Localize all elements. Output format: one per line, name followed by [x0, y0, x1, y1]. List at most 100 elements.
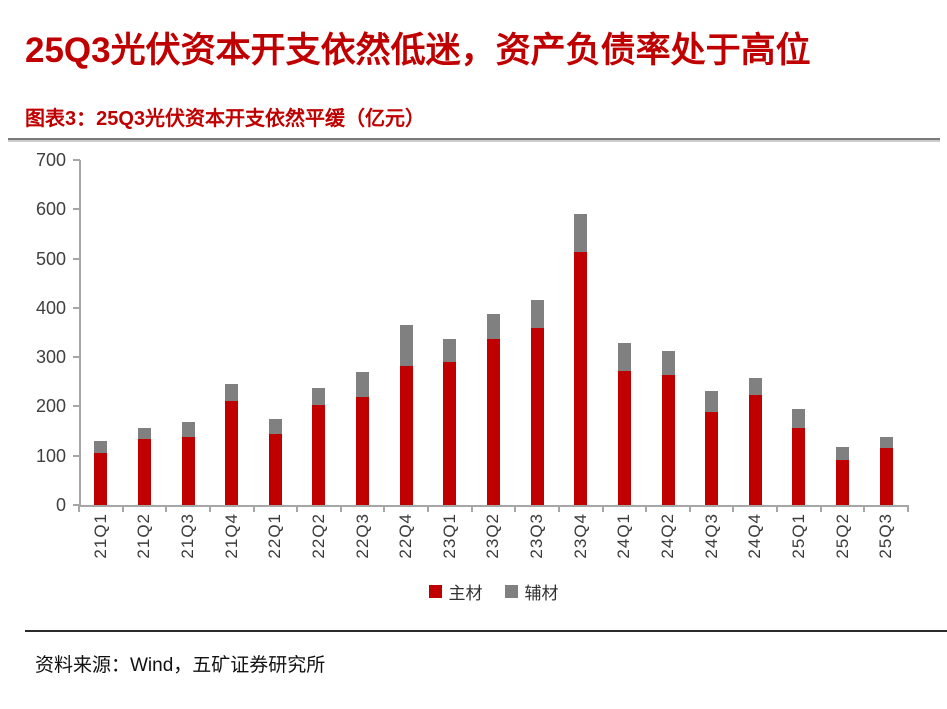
- bar-segment-main: [879, 448, 893, 505]
- bar-segment-main: [574, 251, 588, 505]
- bar-segment-main: [443, 361, 457, 505]
- x-tick-label-text: 21Q1: [90, 513, 110, 559]
- bar-segment-aux: [617, 343, 631, 371]
- x-tick-label: 22Q3: [341, 513, 385, 575]
- chart-legend: 主材 辅材: [79, 579, 908, 604]
- y-tick: [73, 306, 80, 309]
- x-tick-label-text: 23Q2: [483, 513, 503, 559]
- bar-segment-aux: [181, 422, 195, 437]
- bar-segment-aux: [661, 351, 675, 375]
- x-tick: [819, 506, 822, 512]
- x-tick-label: 24Q4: [733, 513, 777, 575]
- x-tick: [601, 506, 604, 512]
- x-tick: [470, 506, 473, 512]
- x-tick-label: 21Q1: [79, 513, 123, 575]
- y-tick-label: 700: [35, 150, 66, 170]
- bar-segment-aux: [574, 214, 588, 252]
- x-tick-label-text: 23Q1: [439, 513, 459, 559]
- x-tick-label: 22Q2: [297, 513, 341, 575]
- x-tick-label-text: 21Q3: [178, 513, 198, 559]
- y-tick-label: 500: [35, 248, 66, 269]
- legend-item: 辅材: [504, 579, 559, 604]
- x-tick-label-text: 23Q4: [570, 513, 590, 559]
- y-tick-label: 300: [35, 347, 66, 368]
- x-tick: [776, 506, 779, 512]
- y-tick: [73, 208, 80, 211]
- x-tick-label-text: 25Q1: [788, 513, 808, 559]
- x-tick: [514, 506, 517, 512]
- x-tick-label-text: 23Q3: [527, 513, 547, 559]
- y-tick: [73, 454, 80, 457]
- x-tick-label-text: 22Q4: [396, 513, 416, 559]
- bar-segment-main: [181, 436, 195, 505]
- caption-divider: [8, 138, 940, 140]
- x-tick-label: 24Q2: [646, 513, 690, 575]
- bar-segment-main: [792, 428, 806, 505]
- bar-segment-main: [836, 460, 850, 505]
- bar-segment-aux: [836, 446, 850, 461]
- bar-segment-main: [399, 365, 413, 505]
- bar-segment-aux: [137, 428, 151, 440]
- bar-segment-main: [225, 400, 239, 505]
- x-tick-label: 22Q4: [384, 513, 428, 575]
- x-tick-label-text: 25Q3: [876, 513, 896, 559]
- bar-segment-main: [137, 439, 151, 505]
- x-tick: [863, 506, 866, 512]
- source-note: 资料来源：Wind，五矿证券研究所: [35, 655, 326, 676]
- x-tick-label: 21Q3: [166, 513, 210, 575]
- x-tick: [208, 506, 211, 512]
- x-tick-label-text: 22Q2: [308, 513, 328, 559]
- legend-swatch: [504, 585, 518, 598]
- bar-segment-aux: [399, 325, 413, 366]
- x-tick-label-text: 24Q4: [745, 513, 765, 559]
- x-tick: [557, 506, 560, 512]
- bar-segment-aux: [225, 384, 239, 401]
- bar-segment-main: [94, 452, 108, 505]
- x-tick-label-text: 22Q1: [265, 513, 285, 559]
- x-tick-label: 25Q2: [821, 513, 865, 575]
- bar-segment-main: [268, 433, 282, 505]
- bar-segment-main: [661, 374, 675, 505]
- x-tick: [165, 506, 168, 512]
- x-tick-label: 21Q4: [210, 513, 254, 575]
- bar-segment-aux: [792, 409, 806, 429]
- bar-segment-aux: [748, 378, 762, 395]
- y-tick-label: 0: [55, 495, 66, 515]
- x-tick: [339, 506, 342, 512]
- y-tick: [73, 257, 80, 260]
- y-axis-line: [79, 160, 81, 506]
- x-tick-label: 23Q2: [472, 513, 516, 575]
- x-tick: [296, 506, 299, 512]
- bar-segment-aux: [530, 300, 544, 328]
- x-tick-label-text: 21Q4: [221, 513, 241, 559]
- bar-segment-main: [748, 394, 762, 505]
- x-tick-label: 22Q1: [254, 513, 298, 575]
- legend-label: 辅材: [524, 584, 559, 603]
- bar-segment-aux: [356, 371, 370, 397]
- bar-segment-aux: [705, 391, 719, 412]
- y-tick-label: 400: [35, 297, 66, 318]
- x-tick: [427, 506, 430, 512]
- x-tick-label-text: 25Q2: [832, 513, 852, 559]
- bar-segment-aux: [268, 419, 282, 434]
- bar-segment-main: [312, 404, 326, 505]
- x-tick: [732, 506, 735, 512]
- x-tick: [688, 506, 691, 512]
- x-tick-label: 25Q1: [777, 513, 821, 575]
- y-tick: [73, 504, 80, 506]
- figure-caption: 图表3：25Q3光伏资本开支依然平缓（亿元）: [25, 108, 426, 130]
- x-tick: [383, 506, 386, 512]
- x-tick-label-text: 21Q2: [134, 513, 154, 559]
- x-tick: [907, 506, 909, 512]
- y-tick-label: 100: [35, 445, 66, 466]
- legend-label: 主材: [448, 584, 483, 603]
- bar-segment-main: [356, 396, 370, 505]
- x-tick-label-text: 22Q3: [352, 513, 372, 559]
- bar-segment-main: [617, 370, 631, 505]
- x-tick-label-text: 24Q1: [614, 513, 634, 559]
- x-tick-label: 21Q2: [123, 513, 167, 575]
- bar-segment-aux: [487, 313, 500, 340]
- bar-segment-aux: [443, 339, 457, 362]
